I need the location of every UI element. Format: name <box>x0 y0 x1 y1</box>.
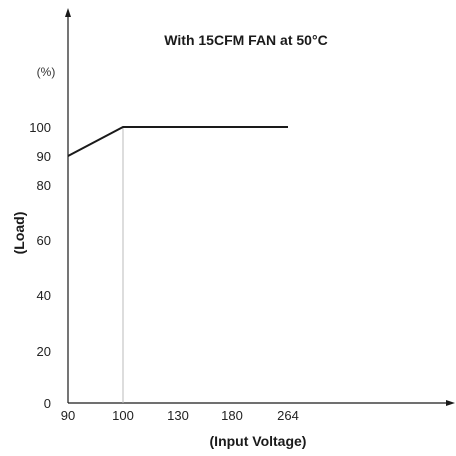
y-axis-label: (Load) <box>11 212 27 255</box>
series-layer <box>67 126 288 157</box>
y-tick-40: 40 <box>37 288 51 303</box>
y-tick-60: 60 <box>37 233 51 248</box>
chart-title: With 15CFM FAN at 50°C <box>164 32 327 48</box>
y-tick-80: 80 <box>37 178 51 193</box>
y-tick-100: 100 <box>29 120 51 135</box>
x-tick-90: 90 <box>61 408 75 423</box>
series-line-0 <box>67 126 288 157</box>
x-tick-264: 264 <box>277 408 299 423</box>
y-unit-label: (%) <box>37 65 56 79</box>
y-tick-90: 90 <box>37 149 51 164</box>
y-axis-arrow <box>65 8 71 17</box>
x-tick-labels: 90 100 130 180 264 <box>61 408 299 423</box>
y-tick-0: 0 <box>44 396 51 411</box>
axes <box>65 8 455 406</box>
x-tick-180: 180 <box>221 408 243 423</box>
y-tick-labels: 0 20 40 60 80 90 100 <box>29 120 51 411</box>
x-axis-label: (Input Voltage) <box>210 433 307 449</box>
x-tick-100: 100 <box>112 408 134 423</box>
y-tick-20: 20 <box>37 344 51 359</box>
x-axis-arrow <box>446 400 455 406</box>
x-tick-130: 130 <box>167 408 189 423</box>
